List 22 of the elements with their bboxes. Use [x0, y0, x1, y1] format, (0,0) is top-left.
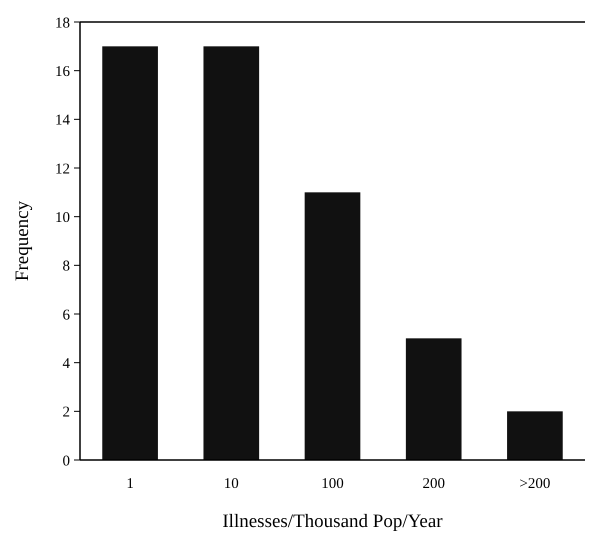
y-tick-label: 4 [62, 356, 70, 372]
x-tick-label: 1 [126, 476, 134, 492]
y-tick-label: 0 [62, 453, 70, 470]
y-tick-label: 12 [55, 161, 70, 178]
y-tick-label: 6 [62, 307, 70, 324]
y-tick-label: 2 [62, 404, 70, 421]
y-tick-label: 10 [55, 210, 70, 226]
y-tick-label: 14 [55, 112, 70, 129]
y-tick-label: 18 [55, 15, 70, 32]
y-axis-title: Frequency [12, 200, 33, 282]
bar [304, 192, 360, 460]
x-tick-label: 100 [321, 476, 344, 492]
x-tick-label: 200 [422, 476, 445, 492]
bar [406, 338, 462, 460]
x-tick-label: 10 [224, 476, 239, 492]
bar [507, 411, 563, 460]
bar [203, 46, 260, 460]
y-tick-label: 8 [62, 258, 70, 275]
x-tick-label: >200 [519, 476, 550, 492]
x-axis-title: Illnesses/Thousand Pop/Year [222, 511, 444, 532]
y-tick-label: 16 [55, 64, 70, 80]
bar [102, 46, 158, 460]
